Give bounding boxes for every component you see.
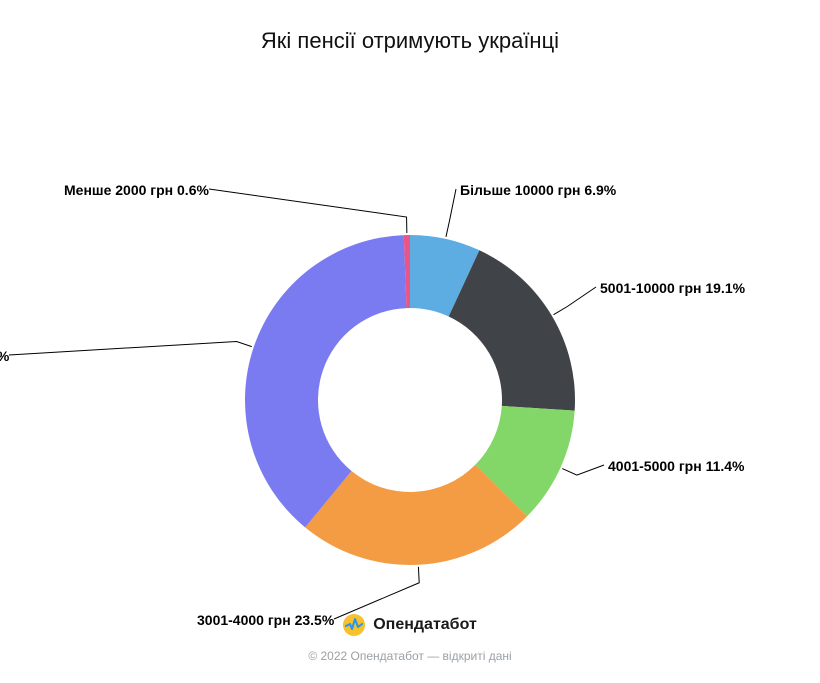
brand: Опендатабот (343, 614, 477, 636)
slice-label: 4001-5000 грн 11.4% (608, 458, 745, 474)
slice-label: Менше 2000 грн 0.6% (64, 182, 209, 198)
leader-line (334, 567, 419, 619)
leader-line (446, 189, 456, 237)
copyright: © 2022 Опендатабот — відкриті дані (0, 649, 820, 663)
slice-label: 2001-3000 грн 38.4% (0, 348, 9, 364)
leader-line (9, 341, 252, 355)
slice-label: Більше 10000 грн 6.9% (460, 182, 616, 198)
chart-title: Які пенсії отримують українці (0, 28, 820, 54)
leader-line (209, 189, 407, 233)
footer: Опендатабот © 2022 Опендатабот — відкрит… (0, 614, 820, 663)
donut-chart: Більше 10000 грн 6.9% 5001-10000 грн 19.1… (0, 90, 820, 610)
chart-canvas: Які пенсії отримують українці Більше 100… (0, 0, 820, 683)
brand-name: Опендатабот (373, 616, 477, 634)
slice-label: 5001-10000 грн 19.1% (600, 280, 745, 296)
brand-icon (343, 614, 365, 636)
leader-line (554, 287, 596, 315)
donut-slice (245, 235, 407, 527)
leader-line (562, 465, 604, 475)
donut-svg (0, 90, 820, 650)
